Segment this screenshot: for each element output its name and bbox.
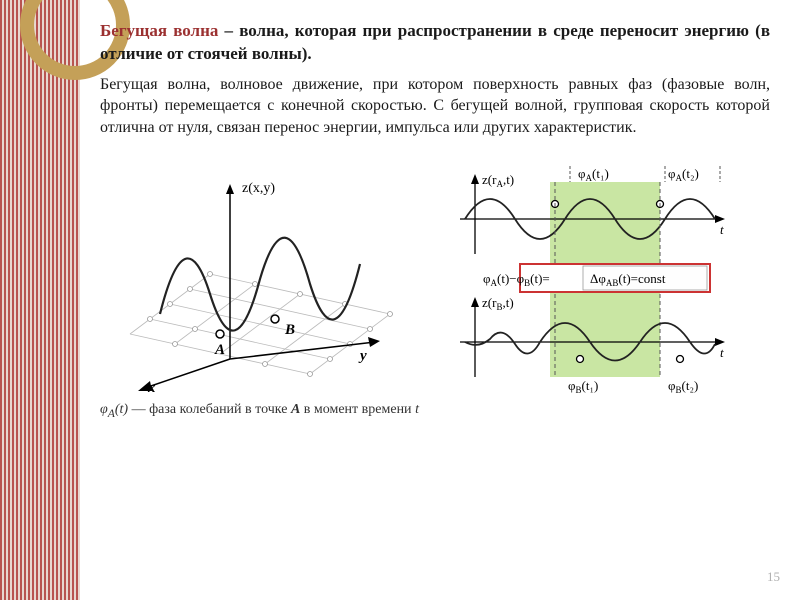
phi-b-t1: φB(t₁) xyxy=(568,378,598,394)
formula-box-text: ΔφAB(t)=const xyxy=(590,271,666,288)
body-text: Бегущая волна, волновое движение, при ко… xyxy=(100,74,770,139)
phi-a-t1: φA(t₁) xyxy=(578,166,609,183)
side-stripe-decoration xyxy=(0,0,80,600)
content-area: Бегущая волна – волна, которая при распр… xyxy=(100,20,780,419)
top-axis-label: z(rA,t) xyxy=(482,172,514,189)
figure-right-time-plots: φA(t)−φB(t)= ΔφAB(t)=const z(rA,t) z(rB,… xyxy=(420,164,740,394)
phi-b-t2: φB(t₂) xyxy=(668,378,698,394)
x-axis-label: x xyxy=(147,380,156,394)
t-label-bot: t xyxy=(720,345,724,360)
t-label-top: t xyxy=(720,222,724,237)
bot-axis-label: z(rB,t) xyxy=(482,295,514,312)
figure: A B z(x,y) x y xyxy=(100,164,760,420)
point-a-label: A xyxy=(214,342,225,358)
point-b-label: B xyxy=(284,322,295,338)
page-number: 15 xyxy=(767,569,780,585)
formula-lhs: φA(t)−φB(t)= xyxy=(483,271,550,288)
heading-term: Бегущая волна xyxy=(100,21,218,40)
y-axis-label: y xyxy=(358,348,367,364)
heading: Бегущая волна – волна, которая при распр… xyxy=(100,20,770,66)
figure-left-3d-wave: A B z(x,y) x y xyxy=(100,164,400,394)
z-axis-label: z(x,y) xyxy=(242,181,275,196)
figure-caption: φA(t) — фаза колебаний в точке A в момен… xyxy=(100,402,760,420)
phi-a-t2: φA(t₂) xyxy=(668,166,699,183)
